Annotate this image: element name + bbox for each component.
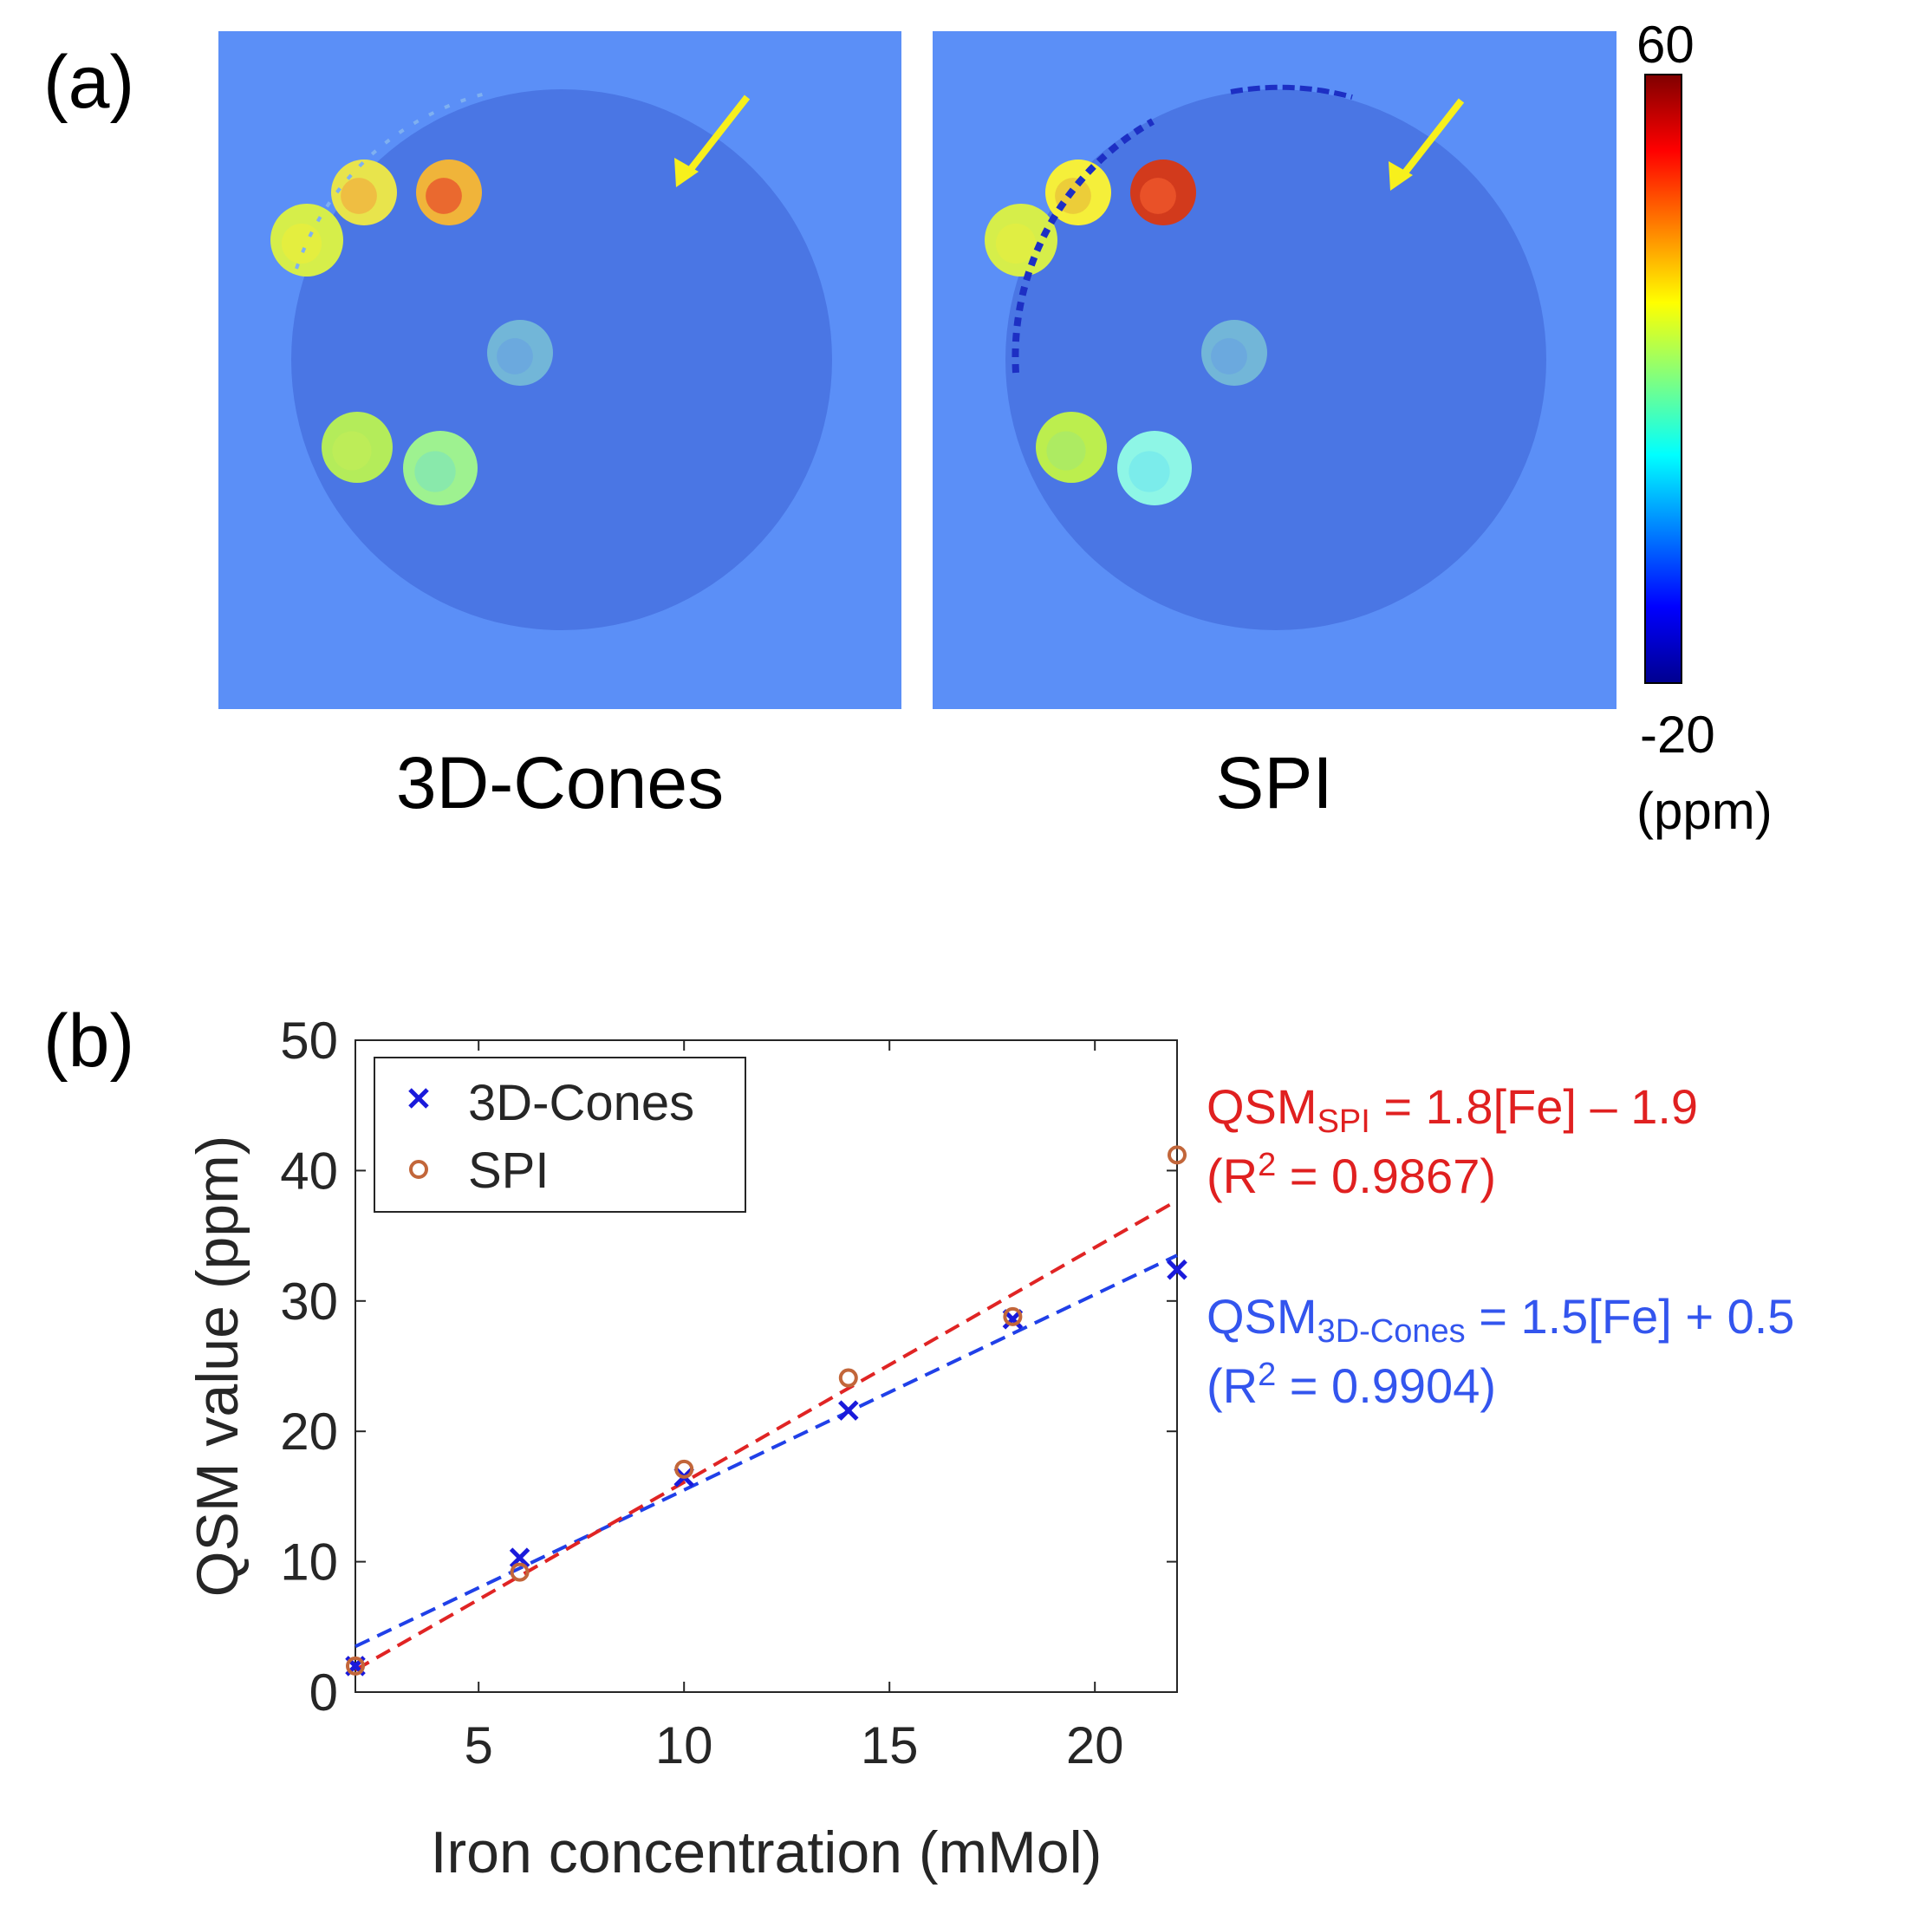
vial-core [1211,338,1247,374]
image-spi [933,31,1617,709]
point-spi [510,1562,530,1582]
legend-marker-o [409,1160,428,1179]
vial-core [426,178,462,214]
point-3d-cones [509,1547,530,1568]
legend-marker-x [408,1088,429,1109]
fit-line-spi [355,1199,1178,1672]
vial-core [414,451,456,492]
y-tick-label: 10 [280,1533,338,1592]
r2-3d-cones: (R2 = 0.9904) [1207,1357,1496,1413]
r2-cones-sup: 2 [1258,1357,1276,1393]
y-tick-label: 0 [309,1663,338,1722]
caption-3d-cones: 3D-Cones [396,742,724,824]
x-tick-label: 10 [655,1716,713,1774]
point-spi [674,1459,694,1479]
r2-spi-open: (R [1207,1149,1258,1203]
point-spi [346,1656,365,1676]
y-tick-label: 50 [280,1012,338,1070]
vial-core [497,338,533,374]
yellow-arrow-3d-cones [674,94,751,187]
x-tick-label: 15 [861,1716,919,1774]
vial-core [281,223,322,264]
fit-line-3d-cones [355,1253,1178,1649]
equation-3d-cones: QSM3D-Cones = 1.5[Fe] + 0.5 [1207,1289,1794,1350]
eq-cones-rhs: = 1.5[Fe] + 0.5 [1466,1289,1795,1344]
point-spi [1003,1306,1023,1326]
eq-spi-rhs: = 1.8[Fe] – 1.9 [1370,1079,1698,1134]
equation-spi: QSMSPI = 1.8[Fe] – 1.9 [1207,1079,1698,1140]
panel-b-label: (b) [43,999,134,1083]
point-spi [1168,1145,1187,1165]
eq-cones-sub: 3D-Cones [1317,1313,1466,1350]
r2-spi-sup: 2 [1258,1147,1276,1183]
point-spi [838,1368,858,1388]
x-axis-label: Iron concentration (mMol) [431,1820,1103,1885]
axes: 5 10 15 20 0 10 20 30 40 50 [280,1012,1177,1774]
image-3d-cones [218,31,901,709]
r2-cones-open: (R [1207,1358,1258,1413]
fit-lines [355,1199,1178,1672]
r2-spi: (R2 = 0.9867) [1207,1147,1496,1203]
artifact-rim [1230,84,1353,100]
colorbar-max-label: 60 [1636,16,1695,74]
y-tick-label: 40 [280,1142,338,1200]
legend: 3D-Cones SPI [374,1057,746,1213]
yellow-arrow-spi [1389,98,1465,191]
x-tick-label: 20 [1066,1716,1124,1774]
x-tick-label: 5 [465,1716,493,1774]
legend-label-3d-cones: 3D-Cones [468,1075,694,1131]
eq-spi-sub: SPI [1317,1103,1370,1140]
point-3d-cones [1167,1259,1187,1280]
vials [985,160,1267,505]
caption-spi: SPI [1215,742,1332,824]
y-tick-label: 20 [280,1403,338,1461]
vial-core [1140,178,1176,214]
y-axis-label: QSM value (ppm) [185,1136,250,1598]
vial-core [1046,431,1086,471]
r2-cones-rest: = 0.9904) [1276,1358,1496,1413]
artifact-edge [295,92,486,270]
vial-core [1129,451,1170,492]
vial-core [332,431,372,471]
vial-core [995,223,1037,264]
colorbar [1644,74,1682,684]
legend-box [374,1057,746,1213]
legend-label-spi: SPI [468,1143,550,1199]
colorbar-min-label: -20 [1640,706,1715,764]
vial-core [341,178,377,214]
eq-spi-prefix: QSM [1207,1079,1317,1134]
colorbar-unit-label: (ppm) [1636,782,1773,840]
y-tick-label: 30 [280,1273,338,1331]
eq-cones-prefix: QSM [1207,1289,1317,1344]
point-3d-cones [838,1400,859,1421]
panel-a-label: (a) [43,41,134,124]
data-points [345,1145,1187,1676]
r2-spi-rest: = 0.9867) [1276,1149,1496,1203]
